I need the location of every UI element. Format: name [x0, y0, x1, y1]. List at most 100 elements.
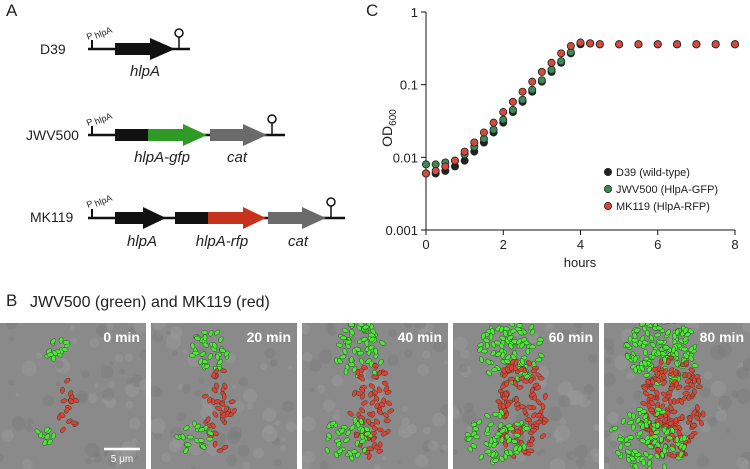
cell: [694, 415, 701, 421]
cell: [60, 426, 66, 433]
texture: [403, 323, 414, 329]
texture: [319, 460, 329, 469]
cell: [336, 342, 343, 348]
cell: [682, 336, 689, 343]
cell: [183, 447, 189, 454]
cell: [524, 417, 532, 422]
texture: [5, 323, 17, 329]
cell: [371, 425, 378, 431]
cell: [624, 442, 632, 447]
texture: [401, 406, 408, 413]
texture: [261, 426, 278, 442]
x-tick-label: 4: [577, 237, 584, 252]
texture: [171, 350, 178, 357]
cell: [530, 427, 537, 433]
construct-mk119: MK119 P hlpA hlpA hlpA-rfp cat: [30, 193, 345, 250]
gene-arrow: [210, 124, 267, 146]
texture: [427, 440, 439, 451]
timelapse-title: JWV500 (green) and MK119 (red): [30, 294, 270, 311]
cell: [522, 379, 530, 384]
cell: [192, 350, 200, 356]
texture: [226, 429, 241, 445]
cell: [655, 325, 663, 331]
cell: [664, 323, 671, 324]
texture: [282, 400, 294, 413]
cell: [632, 355, 638, 363]
cell: [669, 445, 676, 452]
cell: [60, 398, 68, 404]
cell: [343, 437, 350, 443]
cell: [537, 376, 545, 381]
cell: [625, 353, 630, 360]
point: [537, 67, 546, 76]
cell: [199, 351, 206, 357]
legend-marker: [604, 201, 613, 210]
cell: [639, 323, 646, 327]
texture: [717, 395, 732, 410]
cell: [492, 412, 500, 417]
cell: [349, 329, 355, 336]
texture: [125, 377, 133, 385]
y-tick-label: 0.01: [393, 150, 418, 165]
cell: [668, 385, 675, 391]
gene-arrow: [268, 207, 326, 229]
cell: [507, 335, 514, 341]
point: [528, 77, 537, 86]
cell: [645, 378, 651, 385]
cell: [194, 423, 201, 430]
cell: [534, 385, 541, 391]
point: [731, 40, 740, 49]
cell: [691, 363, 699, 368]
cell: [535, 413, 542, 418]
point: [615, 40, 624, 49]
timelapse-frames: 0 min 20 min 40 min 60 min 80 min 5 μm: [0, 315, 750, 469]
cell: [647, 394, 655, 399]
texture: [274, 420, 281, 426]
gene-label: hlpA: [127, 233, 157, 250]
frame-time: 80 min: [700, 329, 744, 345]
cell: [59, 412, 66, 418]
cell: [536, 399, 542, 406]
point: [586, 39, 595, 48]
point: [470, 138, 479, 147]
cell: [467, 445, 473, 453]
cell: [678, 398, 685, 405]
cell: [527, 448, 535, 454]
texture: [583, 384, 595, 395]
scale-bar-label: 5 μm: [111, 454, 133, 465]
texture: [573, 323, 585, 329]
gene-label: hlpA-rfp: [196, 233, 249, 250]
cell: [377, 409, 383, 415]
cell: [643, 348, 648, 356]
cell: [223, 405, 229, 413]
cell: [499, 325, 505, 333]
cell: [64, 377, 71, 384]
strain-label: MK119: [30, 209, 74, 225]
gene-arrow: [208, 207, 266, 229]
strain-label: JWV500: [26, 127, 79, 143]
cell: [659, 451, 665, 459]
promoter: P: [85, 30, 94, 42]
cell: [349, 424, 356, 431]
point: [692, 40, 701, 49]
texture: [631, 402, 636, 408]
texture: [181, 383, 191, 393]
texture: [169, 326, 183, 339]
cell: [685, 378, 692, 384]
cell: [528, 377, 534, 384]
cell: [503, 315, 511, 322]
cell: [222, 393, 227, 400]
cell: [528, 324, 534, 331]
cell: [484, 413, 491, 419]
texture: [605, 357, 612, 365]
cell: [528, 344, 536, 350]
cell: [383, 412, 389, 418]
cell: [658, 358, 664, 366]
cell: [345, 429, 351, 436]
texture: [422, 332, 434, 343]
texture: [226, 454, 237, 466]
texture: [139, 349, 146, 361]
cell: [207, 353, 213, 360]
texture: [55, 381, 61, 387]
cell: [640, 401, 648, 406]
